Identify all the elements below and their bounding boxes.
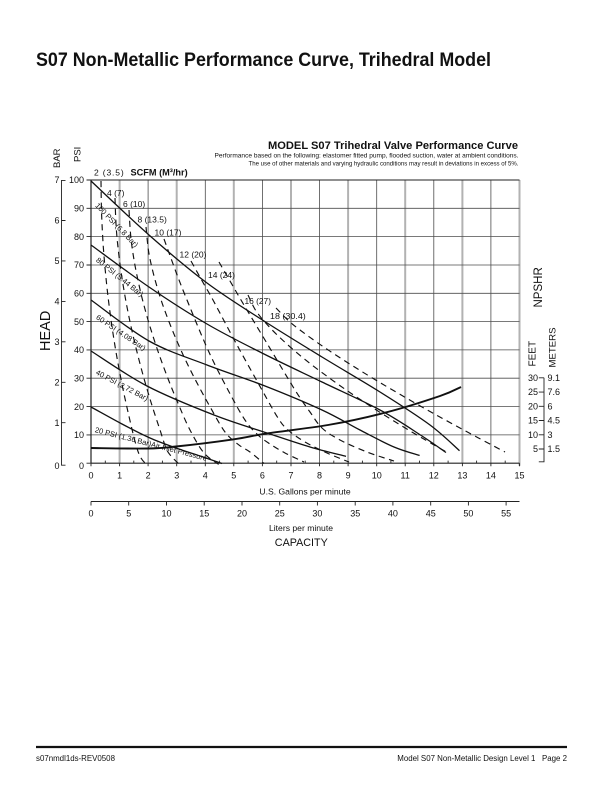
svg-text:BAR: BAR xyxy=(52,148,63,168)
svg-text:5: 5 xyxy=(126,509,131,519)
svg-text:7: 7 xyxy=(288,470,293,480)
svg-text:10: 10 xyxy=(161,509,171,519)
svg-text:6: 6 xyxy=(54,216,59,226)
svg-text:40: 40 xyxy=(74,345,84,355)
svg-text:20: 20 xyxy=(74,402,84,412)
svg-text:S07 Non-Metallic Performance C: S07 Non-Metallic Performance Curve, Trih… xyxy=(36,50,491,71)
svg-text:10 (17): 10 (17) xyxy=(155,228,182,238)
svg-text:MODEL S07 Trihedral Valve Perf: MODEL S07 Trihedral Valve Performance Cu… xyxy=(268,140,518,152)
svg-text:10: 10 xyxy=(372,470,382,480)
svg-text:16 (27): 16 (27) xyxy=(245,296,272,306)
svg-text:6: 6 xyxy=(260,470,265,480)
svg-text:10: 10 xyxy=(528,430,538,440)
svg-text:6: 6 xyxy=(548,401,553,411)
svg-text:PSI: PSI xyxy=(72,147,83,162)
svg-text:8: 8 xyxy=(317,470,322,480)
svg-text:HEAD: HEAD xyxy=(38,311,54,351)
svg-text:0: 0 xyxy=(54,461,59,471)
svg-text:4: 4 xyxy=(203,470,208,480)
svg-text:NPSHR: NPSHR xyxy=(533,267,545,307)
svg-text:14 (24): 14 (24) xyxy=(208,270,235,280)
svg-text:s07nmdl1ds-REV0508: s07nmdl1ds-REV0508 xyxy=(36,754,116,763)
svg-text:3: 3 xyxy=(174,470,179,480)
svg-text:Liters per minute: Liters per minute xyxy=(269,523,333,533)
svg-text:3: 3 xyxy=(54,337,59,347)
svg-text:50: 50 xyxy=(74,317,84,327)
svg-text:13: 13 xyxy=(457,470,467,480)
svg-text:Performance based on the follo: Performance based on the following: elas… xyxy=(215,153,519,160)
svg-text:FEET: FEET xyxy=(528,341,539,367)
svg-text:CAPACITY: CAPACITY xyxy=(275,537,328,549)
svg-text:30: 30 xyxy=(312,509,322,519)
svg-text:4: 4 xyxy=(54,297,59,307)
svg-text:9: 9 xyxy=(346,470,351,480)
svg-text:9.1: 9.1 xyxy=(548,373,561,383)
svg-text:7.6: 7.6 xyxy=(548,387,561,397)
svg-text:14: 14 xyxy=(486,470,496,480)
svg-text:0: 0 xyxy=(79,461,84,471)
svg-text:Model S07 Non-Metallic Design: Model S07 Non-Metallic Design Level 1 Pa… xyxy=(397,754,567,763)
svg-text:15: 15 xyxy=(199,509,209,519)
svg-text:2 (3.5): 2 (3.5) xyxy=(94,167,125,177)
svg-text:6 (10): 6 (10) xyxy=(123,199,145,209)
svg-text:80: 80 xyxy=(74,232,84,242)
svg-text:2: 2 xyxy=(54,378,59,388)
svg-text:100: 100 xyxy=(69,175,84,185)
svg-text:60: 60 xyxy=(74,289,84,299)
svg-text:12: 12 xyxy=(429,470,439,480)
svg-text:30: 30 xyxy=(528,373,538,383)
svg-text:45: 45 xyxy=(426,509,436,519)
svg-text:20: 20 xyxy=(237,509,247,519)
svg-text:METERS: METERS xyxy=(548,328,559,368)
svg-text:25: 25 xyxy=(528,387,538,397)
svg-text:15: 15 xyxy=(528,416,538,426)
svg-text:50: 50 xyxy=(463,509,473,519)
svg-text:1.5: 1.5 xyxy=(548,444,561,454)
svg-text:20: 20 xyxy=(528,401,538,411)
svg-text:4.5: 4.5 xyxy=(548,416,561,426)
svg-text:5: 5 xyxy=(54,256,59,266)
svg-text:18 (30.4): 18 (30.4) xyxy=(270,311,306,321)
svg-text:70: 70 xyxy=(74,260,84,270)
svg-text:8 (13.5): 8 (13.5) xyxy=(138,215,167,225)
svg-text:3: 3 xyxy=(548,430,553,440)
svg-text:4 (7): 4 (7) xyxy=(107,188,125,198)
svg-text:90: 90 xyxy=(74,204,84,214)
svg-text:1: 1 xyxy=(54,418,59,428)
svg-text:0: 0 xyxy=(88,470,93,480)
svg-text:U.S. Gallons per minute: U.S. Gallons per minute xyxy=(259,487,350,497)
svg-text:25: 25 xyxy=(275,509,285,519)
svg-text:12 (20): 12 (20) xyxy=(180,250,207,260)
svg-text:2: 2 xyxy=(146,470,151,480)
svg-text:10: 10 xyxy=(74,430,84,440)
svg-text:11: 11 xyxy=(401,470,410,480)
svg-text:0: 0 xyxy=(88,509,93,519)
svg-text:15: 15 xyxy=(514,470,524,480)
svg-text:55: 55 xyxy=(501,509,511,519)
svg-text:5: 5 xyxy=(533,444,538,454)
svg-text:SCFM (M³/hr): SCFM (M³/hr) xyxy=(131,167,188,177)
svg-text:35: 35 xyxy=(350,509,360,519)
svg-text:The use of other materials and: The use of other materials and varying h… xyxy=(249,160,519,167)
svg-text:7: 7 xyxy=(54,175,59,185)
svg-text:5: 5 xyxy=(231,470,236,480)
svg-text:40: 40 xyxy=(388,509,398,519)
svg-text:1: 1 xyxy=(117,470,122,480)
svg-text:30: 30 xyxy=(74,373,84,383)
